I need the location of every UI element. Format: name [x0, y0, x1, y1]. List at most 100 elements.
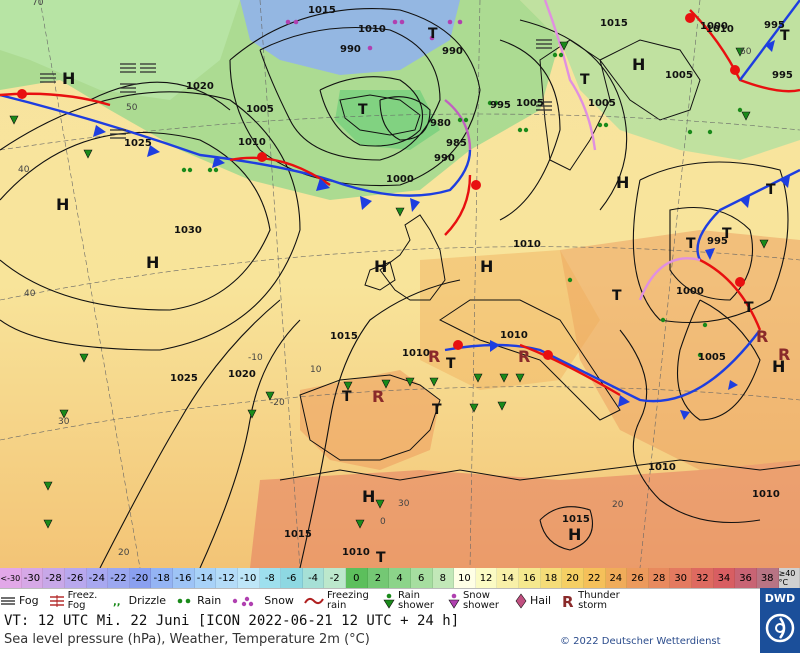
isobar-label: 1010 — [402, 348, 430, 359]
scale-cell: -10 — [237, 568, 260, 588]
scale-cell: ≥40 °C — [778, 568, 800, 588]
legend-freezing-fog: Freez. Fog — [49, 591, 102, 611]
valid-time: VT: 12 UTC Mi. 22 Juni [ICON 2022-06-21 … — [4, 613, 460, 629]
rain-shower-icon — [383, 593, 395, 609]
scale-cell: 2 — [367, 568, 390, 588]
graticule-label: 70 — [32, 0, 44, 8]
isobar-label: 1005 — [698, 352, 726, 363]
isobar-label: 1005 — [516, 98, 544, 109]
svg-text:R: R — [562, 593, 574, 609]
high-pressure-label: H — [480, 257, 493, 276]
high-pressure-label: H — [632, 55, 645, 74]
high-pressure-label: H — [772, 357, 785, 376]
high-pressure-label: H — [146, 253, 159, 272]
legend-rain-shower: Rain shower — [383, 591, 438, 611]
pressure-centers: H H H H H H H H H H — [56, 55, 785, 544]
scale-cell: -30 — [21, 568, 44, 588]
graticule-label: 30 — [58, 417, 70, 427]
scale-cell: 36 — [735, 568, 757, 588]
trough-label: T — [780, 28, 790, 44]
high-pressure-label: H — [568, 525, 581, 544]
scale-cell: 26 — [627, 568, 649, 588]
graticule-label: -10 — [248, 353, 263, 363]
scale-cell: -16 — [173, 568, 195, 588]
legend-snow: Snow — [231, 595, 294, 607]
isobar-label: 990 — [434, 153, 455, 164]
isobar-label: 1010 — [342, 547, 370, 558]
scale-cell: 16 — [519, 568, 541, 588]
weather-map: R RR RR 101510101015102010051010995990995… — [0, 0, 800, 568]
freezing-rain-icon — [304, 597, 324, 605]
freezing-fog-icon — [49, 595, 64, 607]
graticule-label: 20 — [612, 500, 624, 510]
rain-icon — [177, 598, 191, 604]
legend-snow-shower-label: Snow shower — [462, 590, 500, 611]
weather-legend: Fog Freez. Fog ,, Drizzle Rain Snow Free… — [0, 588, 760, 613]
trough-label: T — [744, 300, 754, 316]
isobar-label: 1000 — [676, 286, 704, 297]
legend-drizzle: ,, Drizzle — [112, 595, 166, 607]
legend-drizzle-label: Drizzle — [128, 594, 167, 607]
isobar-label: 1015 — [600, 18, 628, 29]
trough-label: T — [342, 389, 352, 405]
scale-cell: -12 — [216, 568, 238, 588]
legend-hail-label: Hail — [529, 594, 552, 607]
scale-cell: 4 — [389, 568, 411, 588]
isobar-label: 985 — [446, 138, 467, 149]
isobar-label: 1015 — [330, 331, 358, 342]
scale-cell: 38 — [756, 568, 779, 588]
legend-thunderstorm-label: Thunder storm — [578, 590, 620, 611]
cold-front-northeast — [739, 0, 800, 81]
svg-text:R: R — [372, 387, 384, 406]
scale-cell: 24 — [605, 568, 628, 588]
graticule-label: -20 — [270, 398, 285, 408]
trough-label: T — [446, 356, 456, 372]
legend-rain: Rain — [176, 595, 221, 606]
scale-cell: -26 — [64, 568, 87, 588]
isobar-label: 1020 — [186, 81, 214, 92]
isobar-label: 980 — [430, 118, 451, 129]
isobar-label: 1010 — [752, 489, 780, 500]
isobars — [0, 8, 789, 568]
isobar-label: 1010 — [238, 137, 266, 148]
warm-region-central — [420, 250, 600, 390]
graticule-label: 40 — [18, 165, 30, 175]
graticule-label: 40 — [24, 289, 36, 299]
drizzle-icon: ,, — [113, 597, 121, 607]
graticule-label: 0 — [380, 517, 386, 527]
cold-front-alps — [444, 329, 761, 403]
legend-hail: Hail — [515, 593, 551, 609]
isobar-label: 995 — [772, 70, 793, 81]
warm-region-africa — [250, 460, 800, 568]
isobar-label: 995 — [764, 20, 785, 31]
scale-cell: -28 — [43, 568, 65, 588]
isobar-label: 1010 — [513, 239, 541, 250]
scale-cell: 10 — [454, 568, 476, 588]
isobar-label: 990 — [442, 46, 463, 57]
fog-icon — [1, 597, 15, 605]
trough-label: T — [428, 26, 438, 42]
legend-rain-shower-label: Rain shower — [397, 590, 435, 611]
isobar-label: 995 — [490, 100, 511, 111]
scale-cell: -18 — [151, 568, 173, 588]
scale-cell: -24 — [86, 568, 109, 588]
occlusion-iceland — [444, 99, 472, 151]
trough-label: T — [358, 102, 368, 118]
scale-cell: 18 — [540, 568, 563, 588]
isobar-label: 1015 — [562, 514, 590, 525]
graticule-label: 20 — [118, 548, 130, 558]
isobar-label: 1015 — [308, 5, 336, 16]
scale-cell: -14 — [194, 568, 217, 588]
isobar-label: 1005 — [246, 104, 274, 115]
dwd-logo-icon — [765, 613, 795, 643]
scale-cell: -22 — [108, 568, 130, 588]
graticule-label: 50 — [126, 103, 138, 113]
legend-snow-shower: Snow shower — [448, 591, 505, 611]
graticule-label: 30 — [398, 499, 410, 509]
legend-fog: Fog — [0, 595, 39, 607]
dwd-logo-text: DWD — [764, 592, 796, 605]
legend-fog-label: Fog — [19, 594, 39, 607]
scale-cell: 34 — [713, 568, 736, 588]
warm-front-atlantic — [0, 92, 111, 107]
isobar-label: 1005 — [588, 98, 616, 109]
